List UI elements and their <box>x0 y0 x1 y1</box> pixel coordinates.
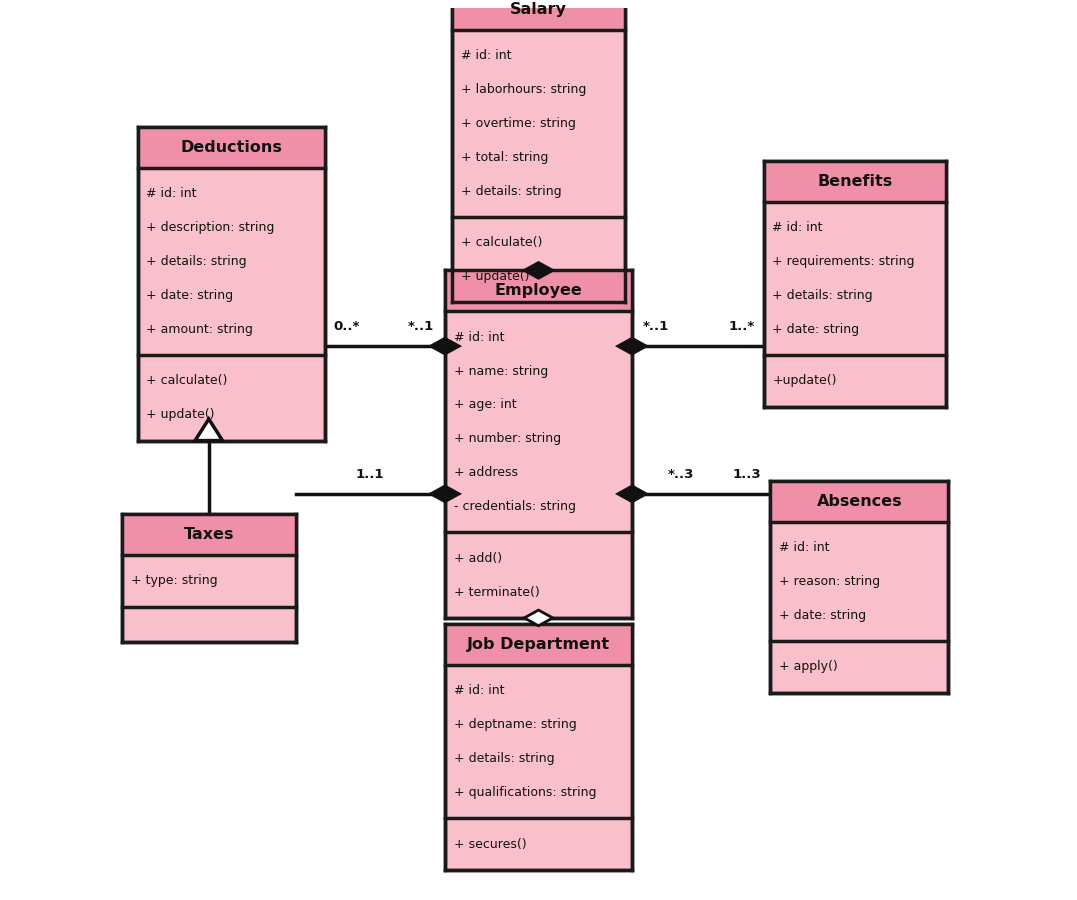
Text: - credentials: string: - credentials: string <box>453 500 576 513</box>
Text: *..3: *..3 <box>668 467 695 481</box>
Text: + add(): + add() <box>453 552 502 564</box>
Text: + details: string: + details: string <box>772 289 873 302</box>
Bar <box>770 481 949 693</box>
Text: + details: string: + details: string <box>453 752 555 765</box>
Text: + date: string: + date: string <box>772 323 859 336</box>
Text: + total: string: + total: string <box>461 150 548 164</box>
Text: + description: string: + description: string <box>146 221 275 234</box>
Text: + age: int: + age: int <box>453 399 517 411</box>
Text: Absences: Absences <box>816 494 903 508</box>
Polygon shape <box>524 610 553 626</box>
Text: # id: int: # id: int <box>779 541 829 554</box>
Bar <box>451 0 626 302</box>
Bar <box>764 161 947 202</box>
Text: # id: int: # id: int <box>453 330 504 344</box>
Text: + details: string: + details: string <box>461 184 561 198</box>
Bar <box>138 127 324 441</box>
Text: + overtime: string: + overtime: string <box>461 117 575 130</box>
Text: + update(): + update() <box>146 409 215 421</box>
Text: + details: string: + details: string <box>146 255 247 268</box>
Text: + amount: string: + amount: string <box>146 323 253 336</box>
Text: # id: int: # id: int <box>453 685 504 698</box>
Text: + qualifications: string: + qualifications: string <box>453 786 597 799</box>
Text: + deptname: string: + deptname: string <box>453 718 576 732</box>
Bar <box>770 481 949 522</box>
Text: *..1: *..1 <box>643 320 669 333</box>
Text: 1..3: 1..3 <box>732 467 761 481</box>
Text: + laborhours: string: + laborhours: string <box>461 83 586 96</box>
Bar <box>445 624 632 665</box>
Text: *..1: *..1 <box>408 320 434 333</box>
Text: + date: string: + date: string <box>779 608 866 622</box>
Text: Deductions: Deductions <box>180 140 282 155</box>
Text: + apply(): + apply() <box>779 661 838 673</box>
Bar <box>445 270 632 311</box>
Text: + date: string: + date: string <box>146 289 234 302</box>
Bar <box>445 270 632 618</box>
Text: Taxes: Taxes <box>183 527 234 542</box>
Bar <box>445 624 632 870</box>
Text: + terminate(): + terminate() <box>453 586 540 598</box>
Bar <box>122 514 296 642</box>
Text: + calculate(): + calculate() <box>146 374 228 387</box>
Polygon shape <box>431 338 459 354</box>
Bar <box>764 161 947 407</box>
Text: Benefits: Benefits <box>817 174 893 189</box>
Text: + calculate(): + calculate() <box>461 237 542 249</box>
Polygon shape <box>618 338 646 354</box>
Text: 1..1: 1..1 <box>356 467 384 481</box>
Text: + reason: string: + reason: string <box>779 575 880 588</box>
Text: + address: + address <box>453 466 518 479</box>
Text: 0..*: 0..* <box>334 320 360 333</box>
Text: 1..*: 1..* <box>728 320 755 333</box>
Text: + number: string: + number: string <box>453 432 561 446</box>
Text: + name: string: + name: string <box>453 364 548 378</box>
Text: + secures(): + secures() <box>453 838 527 850</box>
Bar <box>451 0 626 30</box>
Text: Job Department: Job Department <box>467 637 610 652</box>
Bar <box>138 127 324 168</box>
Polygon shape <box>195 419 223 441</box>
Polygon shape <box>618 486 646 501</box>
Bar <box>122 514 296 555</box>
Polygon shape <box>431 486 459 501</box>
Polygon shape <box>524 263 553 278</box>
Text: + requirements: string: + requirements: string <box>772 255 915 268</box>
Text: Employee: Employee <box>494 284 583 299</box>
Text: +update(): +update() <box>772 374 837 387</box>
Text: + type: string: + type: string <box>130 574 218 588</box>
Text: + update(): + update() <box>461 270 529 284</box>
Text: # id: int: # id: int <box>772 221 823 234</box>
Text: # id: int: # id: int <box>461 50 510 62</box>
Text: # id: int: # id: int <box>146 187 197 200</box>
Text: Salary: Salary <box>510 2 567 17</box>
